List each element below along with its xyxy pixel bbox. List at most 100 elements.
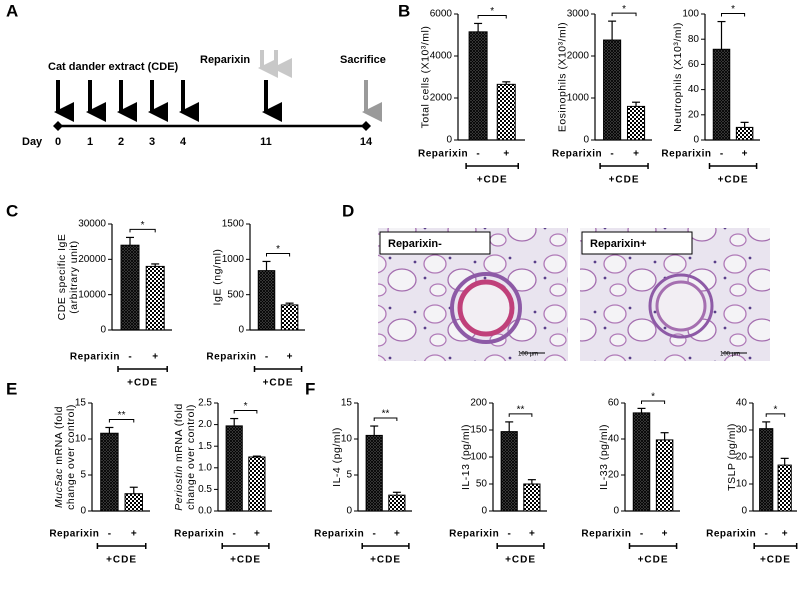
y-tick-label: 1500	[222, 219, 245, 230]
group-label: +CDE	[263, 378, 294, 389]
y-tick-label: 100	[470, 452, 487, 463]
group-label: +CDE	[370, 555, 401, 566]
panel-label: A	[6, 1, 18, 20]
group-label: +CDE	[106, 555, 137, 566]
group-line	[465, 163, 519, 169]
significance-bracket	[233, 410, 258, 414]
panel-label: B	[398, 1, 410, 20]
group-line	[753, 543, 798, 549]
x-label: Reparixin	[49, 529, 99, 540]
category-label: +	[287, 352, 293, 363]
bar	[759, 428, 774, 512]
y-axis-label: (arbitrary unit)	[68, 240, 80, 313]
x-label: Reparixin	[449, 529, 499, 540]
y-axis-label-part: Neutrophils (X10³/ml)	[672, 22, 684, 132]
bar-chart: 0 20 40 60 IL-33 (pg/ml) - + * Reparixin +CDE	[581, 392, 680, 566]
bar-chart: 0.0 0.5 1.0 1.5 2.0 2.5 Periostin mRNA (fold ch…	[173, 398, 272, 566]
y-tick-label: 15	[341, 398, 353, 409]
panel-label: D	[342, 201, 354, 220]
y-axis-label-part: change over control)	[185, 404, 197, 510]
group-label: +CDE	[638, 555, 669, 566]
category-label: -	[720, 149, 723, 160]
y-tick-label: 40	[608, 434, 620, 445]
y-tick-label: 0	[100, 325, 106, 336]
bar	[120, 244, 140, 331]
category-label: +	[254, 529, 260, 540]
y-tick-label: 5	[80, 470, 86, 481]
y-tick-label: 0	[346, 506, 352, 517]
histology-label: Reparixin-	[388, 238, 442, 250]
group-label: +CDE	[477, 175, 508, 186]
bar	[777, 464, 792, 512]
category-label: -	[265, 352, 268, 363]
x-label: Reparixin	[206, 352, 256, 363]
bar	[632, 412, 651, 512]
group-line	[708, 163, 758, 169]
group-line	[96, 543, 147, 549]
x-label: Reparixin	[706, 529, 756, 540]
x-label: Reparixin	[418, 149, 468, 160]
bar-chart: 0 10 20 30 40 TSLP (pg/ml) - + * Reparixin +CDE	[706, 398, 798, 566]
significance-bracket	[266, 252, 291, 257]
category-label: -	[640, 529, 643, 540]
y-tick-label: 150	[470, 425, 487, 436]
y-axis-label-part: Total cells (X10³/ml)	[419, 26, 431, 129]
y-tick-label: 1000	[222, 254, 245, 265]
category-label: -	[233, 529, 236, 540]
significance-bracket	[129, 228, 156, 233]
category-label: +	[131, 529, 137, 540]
group-label: +CDE	[230, 555, 261, 566]
significance-bracket	[641, 400, 666, 404]
category-label: -	[610, 149, 613, 160]
y-axis-label-part: CDE specific IgE	[56, 234, 68, 321]
category-label: +	[782, 529, 788, 540]
x-label: Reparixin	[70, 352, 120, 363]
bar	[248, 456, 266, 512]
y-tick-label: 20	[736, 452, 748, 463]
y-axis-label: IL-13 (pg/ml)	[460, 424, 472, 490]
bar-chart: 0 10000 20000 30000 CDE specific IgE (arbitra…	[56, 219, 172, 389]
group-label: +CDE	[127, 378, 158, 389]
y-tick-label: 2000	[430, 93, 453, 104]
y-axis-label: change over control)	[65, 404, 77, 510]
y-axis-label: IL-4 (pg/ml)	[331, 427, 343, 487]
y-tick-label: 60	[608, 398, 620, 409]
group-line	[253, 366, 303, 372]
y-tick-label: 80	[688, 34, 700, 45]
y-tick-label: 15	[75, 398, 87, 409]
timeline-end	[361, 121, 371, 131]
y-axis-label: Periostin mRNA (fold	[173, 403, 185, 510]
y-tick-label: 0	[481, 506, 487, 517]
y-tick-label: 0	[693, 135, 699, 146]
category-label: +	[633, 149, 639, 160]
y-tick-label: 10	[736, 479, 748, 490]
timeline-end	[53, 121, 63, 131]
bar-chart: 0 20 40 60 80 100 Neutrophils (X10³/ml) - + * Repa…	[661, 4, 760, 186]
bar	[523, 483, 541, 512]
bar	[124, 493, 143, 512]
day-number: 2	[118, 136, 124, 148]
group-line	[117, 366, 168, 372]
airway-wall	[450, 272, 522, 344]
y-tick-label: 1.5	[198, 441, 212, 452]
y-tick-label: 40	[736, 398, 748, 409]
y-axis-label: IL-33 (pg/ml)	[598, 424, 610, 490]
y-axis-label-part: mRNA (fold	[53, 406, 65, 468]
group-label: +CDE	[718, 175, 749, 186]
y-axis-label: Total cells (X10³/ml)	[419, 26, 431, 129]
y-tick-label: 5	[346, 470, 352, 481]
x-label: Reparixin	[314, 529, 364, 540]
airway	[655, 280, 707, 332]
x-label: Reparixin	[581, 529, 631, 540]
y-tick-label: 0	[583, 135, 589, 146]
y-tick-label: 3000	[567, 9, 590, 20]
category-label: +	[662, 529, 668, 540]
day-number: 11	[260, 136, 272, 148]
significance-bracket	[373, 417, 398, 422]
group-line	[361, 543, 410, 549]
y-axis-label-part: IL-13 (pg/ml)	[460, 424, 472, 490]
y-tick-label: 0.0	[198, 506, 212, 517]
significance-label: *	[141, 220, 145, 231]
group-label: +CDE	[760, 555, 791, 566]
